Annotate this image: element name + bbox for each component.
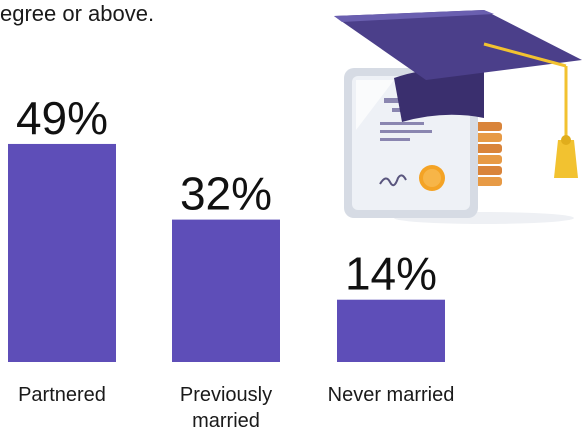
bar-2 [172, 219, 280, 362]
category-labels-layer: Partnered Previously married Never married [18, 384, 454, 432]
category-label: Previously married [180, 384, 272, 432]
graduation-cap-icon [334, 10, 582, 178]
bar-1 [8, 143, 116, 362]
category-label: Partnered [18, 384, 106, 406]
bar-value-label: 49% [16, 92, 108, 144]
bar-3 [337, 299, 445, 362]
bars-layer [8, 143, 445, 362]
bar-value-label: 32% [180, 168, 272, 220]
category-label: Never married [328, 384, 455, 406]
bar-value-label: 14% [345, 248, 437, 300]
graduation-cap-diploma-icon [334, 10, 582, 224]
value-labels-layer: 49% 32% 14% [16, 92, 437, 300]
header-text: egree or above. [0, 1, 155, 26]
coin-stack-icon [472, 122, 502, 186]
